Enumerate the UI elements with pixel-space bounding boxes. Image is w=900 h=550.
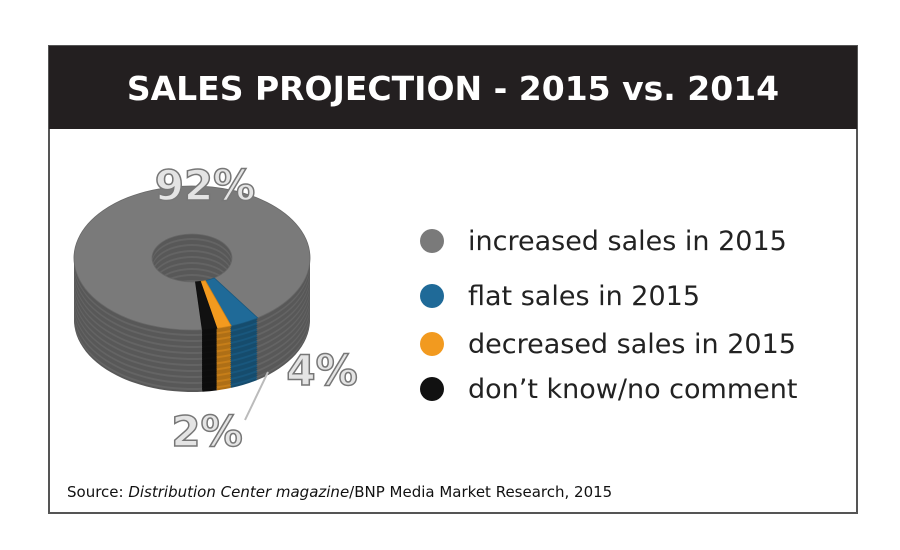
header-bar xyxy=(49,46,857,129)
legend-swatch xyxy=(420,284,444,308)
data-label: 2% xyxy=(171,407,242,456)
chart-title: SALES PROJECTION - 2015 vs. 2014 xyxy=(127,69,779,108)
source-part: Distribution Center magazine xyxy=(128,483,349,501)
source-part: Source: xyxy=(67,483,128,501)
legend-swatch xyxy=(420,377,444,401)
legend-label: don’t know/no comment xyxy=(468,374,797,405)
slice xyxy=(195,281,218,331)
source: Source: Distribution Center magazine/BNP… xyxy=(67,483,612,501)
legend-label: increased sales in 2015 xyxy=(468,226,787,257)
legend-swatch xyxy=(420,229,444,253)
legend-label: flat sales in 2015 xyxy=(468,281,700,312)
slice xyxy=(73,185,311,331)
legend-swatch xyxy=(420,332,444,356)
source-part: /BNP Media Market Research, 2015 xyxy=(349,483,612,501)
leader-line xyxy=(244,371,269,421)
data-label: 92% xyxy=(155,161,256,210)
legend-label: decreased sales in 2015 xyxy=(468,329,796,360)
data-label: 4% xyxy=(286,346,357,395)
